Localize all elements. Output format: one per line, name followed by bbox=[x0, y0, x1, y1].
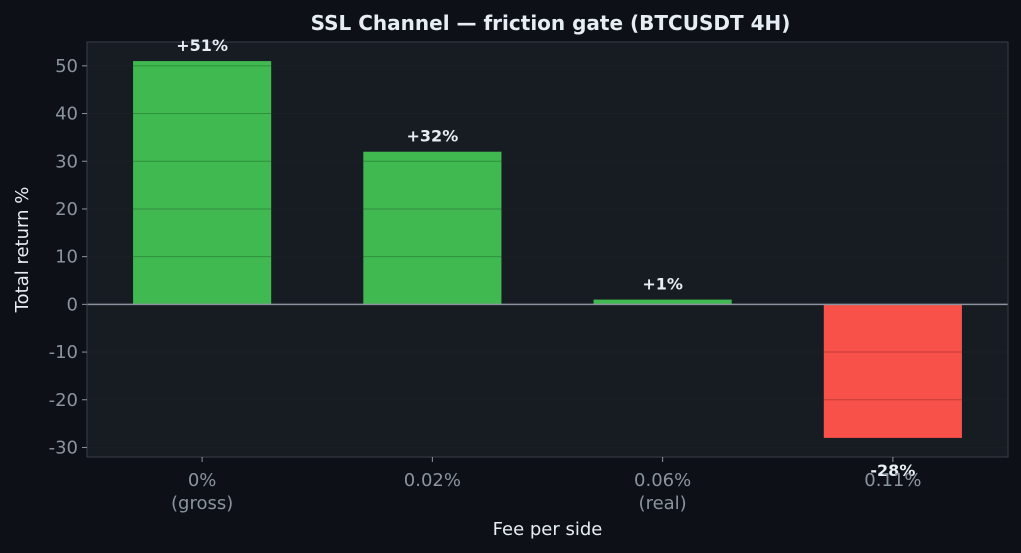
x-axis-label: Fee per side bbox=[493, 519, 603, 540]
y-tick-label: 30 bbox=[55, 151, 78, 172]
x-tick-label: 0.06% bbox=[634, 470, 691, 491]
y-tick-label: 0 bbox=[67, 294, 78, 315]
y-tick-label: 50 bbox=[55, 56, 78, 77]
bar bbox=[823, 304, 962, 438]
data-label: +32% bbox=[407, 127, 459, 146]
x-tick-label: 0.02% bbox=[404, 470, 461, 491]
x-tick-label: (real) bbox=[639, 493, 687, 514]
bar bbox=[593, 299, 732, 305]
data-label: +51% bbox=[176, 36, 228, 55]
y-tick-label: -10 bbox=[49, 342, 78, 363]
bar bbox=[363, 151, 502, 305]
data-label: +1% bbox=[642, 275, 683, 294]
y-tick-label: 40 bbox=[55, 104, 78, 125]
bar bbox=[133, 61, 272, 305]
plot-frame bbox=[86, 41, 1009, 458]
x-tick-label: (gross) bbox=[171, 493, 233, 514]
x-tick-label: 0.11% bbox=[864, 470, 921, 491]
y-tick-label: -20 bbox=[49, 390, 78, 411]
data-label: -28% bbox=[870, 461, 915, 480]
y-axis-label: Total return % bbox=[12, 187, 33, 314]
chart-title: SSL Channel — friction gate (BTCUSDT 4H) bbox=[311, 11, 791, 35]
x-tick-label: 0% bbox=[188, 470, 217, 491]
y-tick-label: -30 bbox=[49, 437, 78, 458]
y-tick-label: 10 bbox=[55, 247, 78, 268]
y-tick-label: 20 bbox=[55, 199, 78, 220]
